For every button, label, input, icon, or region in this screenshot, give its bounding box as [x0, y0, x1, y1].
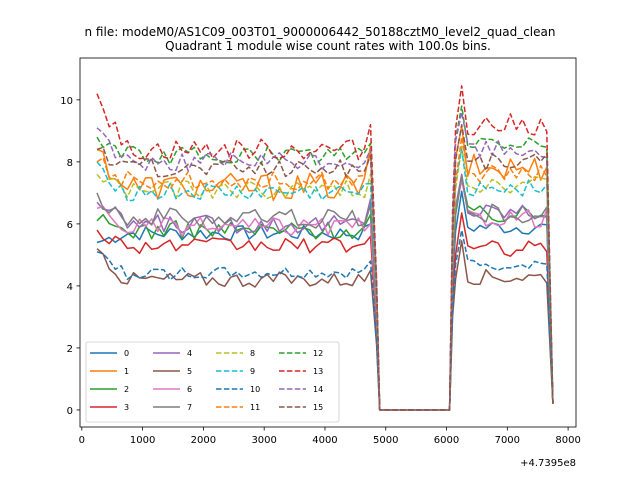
legend-label: 11	[250, 403, 260, 412]
series-line	[96, 123, 554, 411]
y-tick-label: 4	[67, 282, 73, 293]
y-tick-label: 0	[67, 406, 73, 417]
legend-label: 6	[187, 385, 192, 394]
series-line	[96, 85, 554, 411]
chart-title: Quadrant 1 module wise count rates with …	[165, 39, 491, 53]
legend-label: 14	[313, 385, 323, 394]
series-layer	[96, 85, 554, 411]
x-tick-label: 0	[79, 435, 85, 446]
legend-label: 5	[187, 367, 192, 376]
x-tick-label: 3000	[251, 435, 276, 446]
x-tick-label: 2000	[191, 435, 216, 446]
legend-label: 2	[124, 385, 129, 394]
y-axis: 0 2 4 6 8 10	[60, 96, 80, 417]
x-offset-label: +4.7395e8	[520, 458, 576, 469]
legend-frame	[85, 341, 340, 423]
series-line	[96, 212, 554, 411]
series-line	[96, 148, 554, 411]
y-tick-label: 6	[67, 220, 73, 231]
x-tick-label: 8000	[555, 435, 580, 446]
y-tick-label: 2	[67, 344, 73, 355]
legend-label: 13	[313, 367, 323, 376]
series-line	[96, 111, 554, 411]
legend-label: 9	[250, 367, 255, 376]
legend-label: 4	[187, 349, 192, 358]
x-tick-label: 5000	[373, 435, 398, 446]
series-line	[96, 173, 554, 411]
plot-frame	[79, 57, 577, 428]
legend-label: 0	[124, 349, 129, 358]
legend-label: 3	[124, 403, 129, 412]
x-axis: 0 1000 2000 3000 4000 5000 6000 7000 8000	[79, 427, 581, 446]
x-tick-label: 6000	[434, 435, 459, 446]
series-line	[96, 125, 554, 411]
legend-label: 15	[313, 403, 323, 412]
series-line	[96, 175, 554, 411]
chart-suptitle: n file: modeM0/AS1C09_003T01_9000006442_…	[85, 25, 556, 39]
x-tick-label: 4000	[312, 435, 337, 446]
legend-label: 7	[187, 403, 192, 412]
legend-label: 12	[313, 349, 323, 358]
x-tick-label: 7000	[495, 435, 520, 446]
series-line	[96, 229, 554, 411]
x-tick-label: 1000	[130, 435, 155, 446]
y-tick-label: 8	[67, 158, 73, 169]
legend-label: 8	[250, 349, 255, 358]
y-tick-label: 10	[60, 96, 73, 107]
legend-label: 10	[250, 385, 260, 394]
legend-label: 1	[124, 367, 129, 376]
